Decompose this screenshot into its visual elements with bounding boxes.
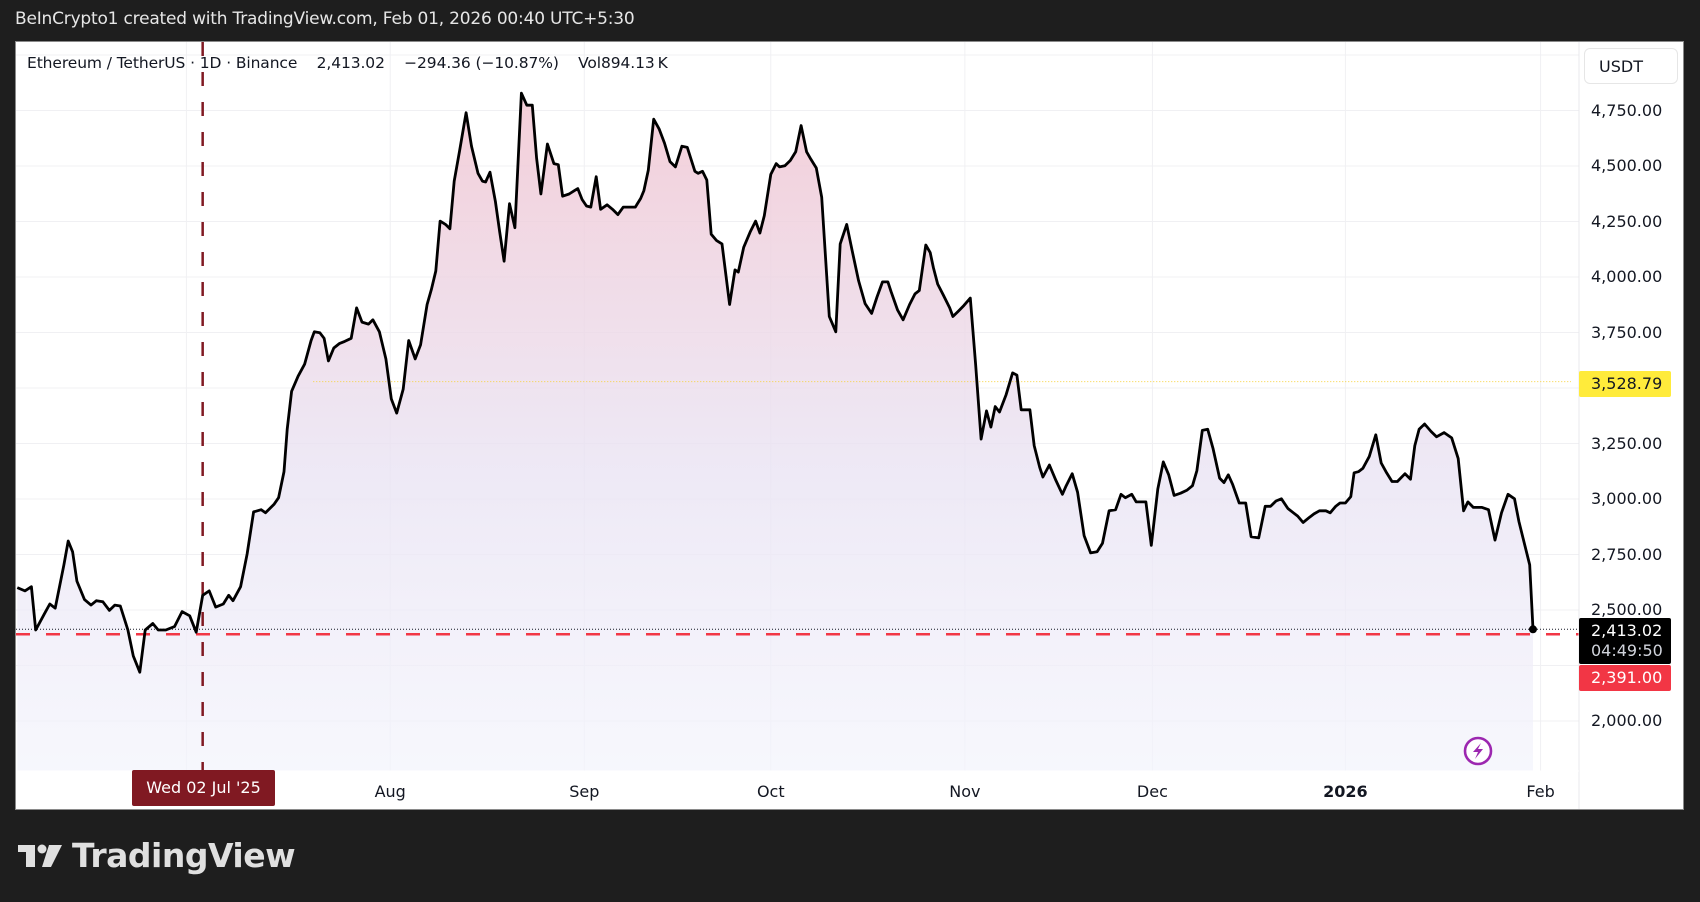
time-tick-label: Sep	[569, 782, 600, 801]
horizontal-line-price-label: 2,391.00	[1579, 665, 1671, 691]
exchange: Binance	[235, 54, 298, 72]
price-tick-label: 4,500.00	[1591, 156, 1663, 175]
symbol-legend: Ethereum / TetherUS · 1D · Binance 2,413…	[27, 54, 668, 72]
highlight-price-label: 3,528.79	[1579, 371, 1671, 397]
price-tick-label: 2,000.00	[1591, 711, 1663, 730]
time-tick-label: Feb	[1526, 782, 1555, 801]
crosshair-date-label: Wed 02 Jul '25	[132, 770, 275, 806]
symbol-name[interactable]: Ethereum / TetherUS	[27, 54, 186, 72]
time-tick-label: Nov	[949, 782, 981, 801]
price-tick-label: 4,250.00	[1591, 211, 1663, 231]
interval[interactable]: 1D	[199, 54, 222, 72]
tradingview-logo: TradingView	[18, 836, 296, 875]
tradingview-logo-icon	[18, 844, 62, 867]
time-tick-label: Dec	[1136, 782, 1168, 801]
price-tick-label: 3,750.00	[1591, 322, 1663, 342]
last-price-label: 2,413.02 04:49:50	[1579, 618, 1671, 664]
time-tick-label: Oct	[756, 782, 785, 801]
zap-icon[interactable]	[1462, 735, 1494, 767]
bar-countdown: 04:49:50	[1591, 641, 1663, 660]
time-tick-label: 2026	[1323, 782, 1368, 801]
last-price-value: 2,413.02	[1591, 621, 1663, 640]
chart-panel[interactable]: Ethereum / TetherUS · 1D · Binance 2,413…	[15, 41, 1684, 810]
last-price: 2,413.02	[316, 54, 385, 72]
price-change: −294.36 (−10.87%)	[404, 54, 559, 72]
price-tick-label: 4,750.00	[1591, 100, 1663, 120]
price-tick-label: 4,000.00	[1591, 267, 1663, 286]
price-chart[interactable]	[16, 42, 1684, 810]
currency-button[interactable]: USDT	[1584, 48, 1678, 84]
volume: Vol894.13 K	[578, 54, 668, 72]
chart-caption: BeInCrypto1 created with TradingView.com…	[15, 9, 635, 29]
price-tick-label: 2,500.00	[1591, 600, 1663, 619]
price-tick-label: 2,750.00	[1591, 544, 1663, 564]
price-tick-label: 3,000.00	[1591, 489, 1663, 508]
price-tick-label: 3,250.00	[1591, 433, 1663, 453]
logo-text: TradingView	[72, 836, 296, 875]
time-tick-label: Aug	[374, 782, 406, 801]
